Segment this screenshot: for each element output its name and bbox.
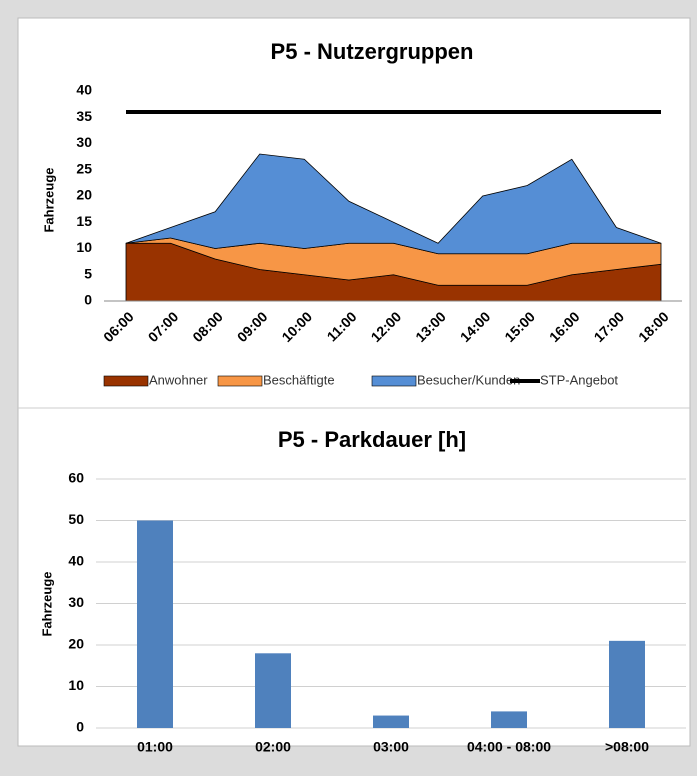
legend-label: Beschäftigte [263,372,335,387]
bar [255,653,291,728]
y-tick-label: 15 [76,213,92,229]
y-tick-label: 10 [76,239,92,255]
bar [491,711,527,728]
y-tick-label: 40 [68,553,84,569]
legend-label: STP-Angebot [540,372,618,387]
y-tick-label: 30 [68,594,84,610]
y-axis-label: Fahrzeuge [41,167,56,232]
chart-title: P5 - Nutzergruppen [271,39,474,64]
y-tick-label: 40 [76,82,92,98]
x-tick-label: >08:00 [605,739,649,755]
y-tick-label: 25 [76,160,92,176]
x-tick-label: 02:00 [255,739,291,755]
legend-label: Anwohner [149,372,208,387]
legend-swatch [217,375,263,387]
y-tick-label: 60 [68,470,84,486]
y-tick-label: 50 [68,511,84,527]
legend-label: Besucher/Kunden [417,372,520,387]
legend-swatch [103,375,149,387]
bar [609,640,645,728]
x-tick-label: 04:00 - 08:00 [467,739,551,755]
y-tick-label: 35 [76,108,92,124]
chart-title: P5 - Parkdauer [h] [278,427,466,452]
legend-swatch [371,375,417,387]
y-axis-label: Fahrzeuge [39,571,54,636]
y-tick-label: 20 [68,636,84,652]
bar [373,715,409,728]
y-tick-label: 30 [76,134,92,150]
y-tick-label: 5 [84,265,92,281]
x-tick-label: 01:00 [137,739,173,755]
area [125,153,662,255]
y-tick-label: 10 [68,677,84,693]
x-tick-label: 03:00 [373,739,409,755]
bar [137,520,173,728]
y-tick-label: 20 [76,187,92,203]
y-tick-label: 0 [76,719,84,735]
y-tick-label: 0 [84,292,92,308]
